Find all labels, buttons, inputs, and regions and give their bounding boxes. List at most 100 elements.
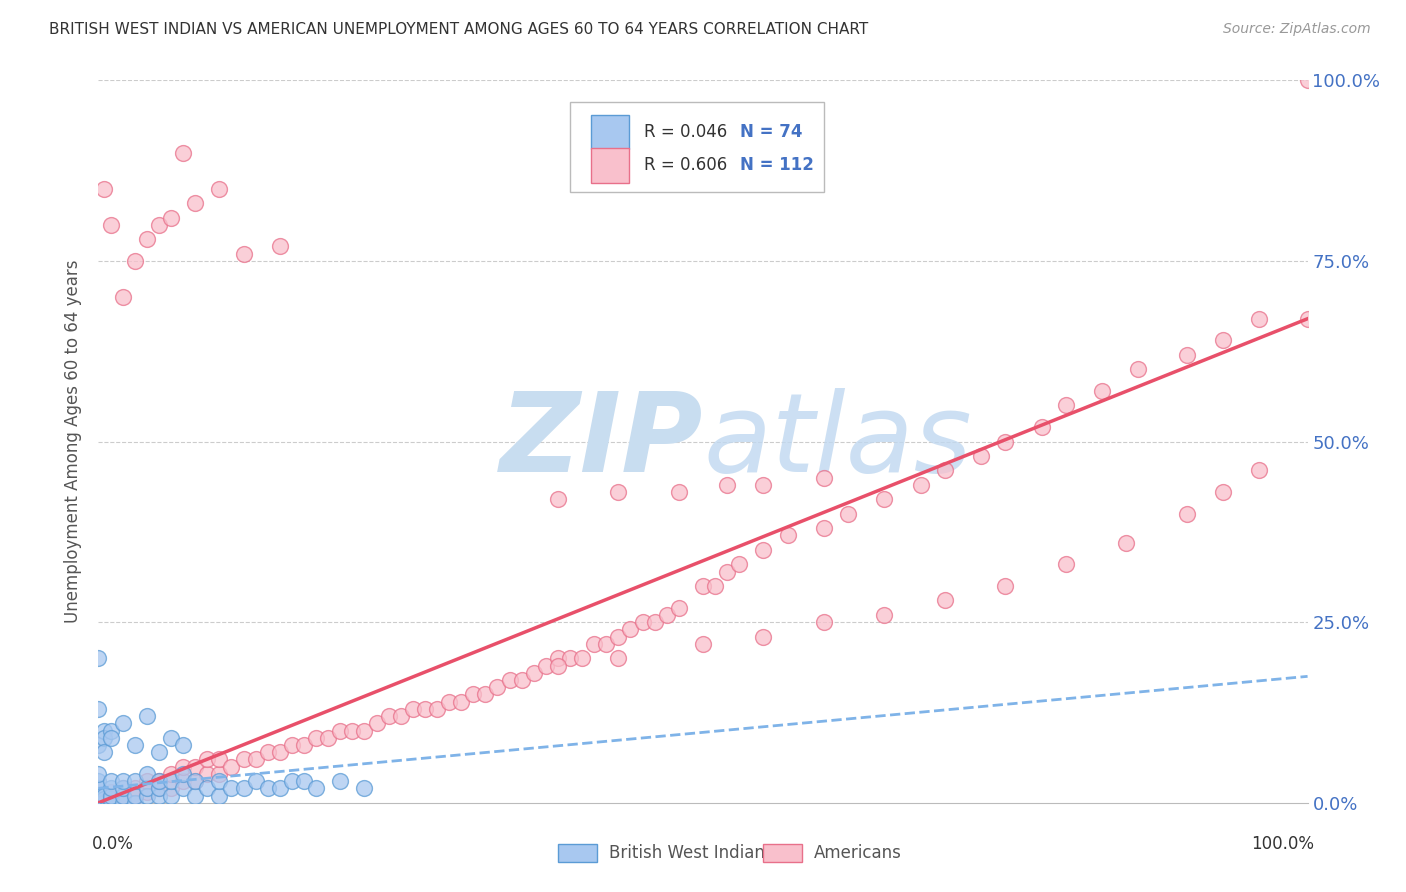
Point (148, 781, 170, 796)
Point (873, 492, 896, 507)
Point (994, 579, 1017, 593)
Point (1128, 362, 1150, 376)
Point (402, 702, 425, 716)
FancyBboxPatch shape (569, 102, 824, 193)
Point (523, 665, 546, 680)
Point (111, 781, 134, 796)
Point (148, 789, 170, 803)
Point (184, 774, 207, 789)
Point (1054, 398, 1077, 412)
Point (668, 600, 690, 615)
Point (208, 789, 231, 803)
Point (124, 796, 146, 810)
Point (184, 774, 207, 789)
Point (353, 781, 375, 796)
Point (534, 658, 557, 673)
Point (1175, 507, 1198, 521)
Point (813, 615, 835, 630)
Point (498, 673, 520, 687)
Point (93, 796, 115, 810)
Point (1054, 558, 1077, 572)
Point (1249, 311, 1271, 326)
Point (353, 723, 375, 738)
Point (87, 789, 110, 803)
Point (87, 796, 110, 810)
Point (595, 637, 617, 651)
Point (87, 738, 110, 752)
Point (124, 789, 146, 803)
Y-axis label: Unemployment Among Ages 60 to 64 years: Unemployment Among Ages 60 to 64 years (65, 260, 83, 624)
Point (910, 478, 932, 492)
Point (160, 211, 183, 225)
Text: Americans: Americans (814, 845, 903, 863)
Point (87, 789, 110, 803)
Point (100, 781, 122, 796)
Point (619, 623, 641, 637)
Point (87, 796, 110, 810)
Point (510, 673, 533, 687)
Point (195, 767, 218, 781)
Point (837, 507, 859, 521)
Point (437, 695, 460, 709)
FancyBboxPatch shape (763, 845, 803, 863)
Point (655, 607, 678, 622)
Point (486, 680, 509, 694)
Point (87, 796, 110, 810)
FancyBboxPatch shape (591, 148, 630, 183)
Point (281, 738, 304, 752)
Point (269, 745, 291, 759)
Point (172, 738, 194, 752)
Point (87, 796, 110, 810)
Point (87, 774, 110, 789)
Point (716, 478, 738, 492)
Point (172, 767, 194, 781)
Point (100, 789, 122, 803)
Point (111, 716, 134, 731)
Point (269, 239, 291, 253)
Point (87, 781, 110, 796)
Point (93, 792, 115, 806)
Point (148, 745, 170, 759)
Point (752, 542, 775, 557)
Point (135, 781, 157, 796)
Point (1296, 73, 1319, 87)
Point (994, 434, 1017, 449)
Point (547, 492, 569, 507)
Point (184, 196, 207, 211)
Point (87, 796, 110, 810)
Point (232, 752, 254, 766)
Point (208, 767, 231, 781)
Point (124, 781, 146, 796)
Point (87, 789, 110, 803)
Point (124, 789, 146, 803)
Point (366, 716, 388, 731)
Point (716, 565, 738, 579)
Point (463, 687, 485, 701)
Point (1115, 535, 1137, 549)
Point (607, 630, 630, 644)
Point (195, 781, 218, 796)
Point (87, 796, 110, 810)
Point (583, 637, 606, 651)
Text: British West Indians: British West Indians (609, 845, 773, 863)
Text: R = 0.606: R = 0.606 (644, 156, 727, 175)
Point (172, 781, 194, 796)
Point (172, 145, 194, 160)
Text: R = 0.046: R = 0.046 (644, 123, 727, 141)
Point (728, 558, 751, 572)
Point (124, 774, 146, 789)
Point (87, 767, 110, 781)
Point (135, 789, 157, 803)
Point (221, 781, 243, 796)
Point (160, 789, 183, 803)
Point (292, 738, 315, 752)
Point (111, 789, 134, 803)
Point (184, 760, 207, 774)
Point (389, 709, 412, 723)
Point (87, 702, 110, 716)
Point (232, 246, 254, 260)
Text: 0.0%: 0.0% (93, 835, 134, 854)
Point (93, 745, 115, 759)
Point (873, 607, 896, 622)
Point (934, 463, 956, 477)
